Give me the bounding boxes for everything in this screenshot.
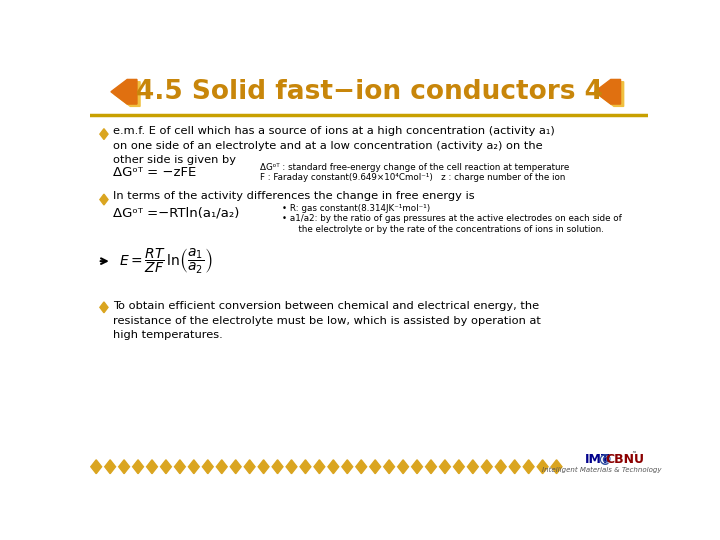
Text: CBNU: CBNU: [606, 453, 644, 465]
Polygon shape: [104, 460, 116, 474]
Polygon shape: [342, 460, 353, 474]
Polygon shape: [100, 194, 108, 205]
Text: the electrolyte or by the rate of the concentrations of ions in solution.: the electrolyte or by the rate of the co…: [282, 225, 604, 234]
Text: ΔGᵒᵀ = −zFE: ΔGᵒᵀ = −zFE: [113, 166, 197, 179]
Text: e.m.f. E of cell which has a source of ions at a high concentration (activity a₁: e.m.f. E of cell which has a source of i…: [113, 126, 555, 165]
Polygon shape: [161, 460, 171, 474]
Polygon shape: [328, 460, 339, 474]
Text: F : Faraday constant(9.649×10⁴Cmol⁻¹)   z : charge number of the ion: F : Faraday constant(9.649×10⁴Cmol⁻¹) z …: [261, 173, 566, 183]
Text: • a1/a2: by the ratio of gas pressures at the active electrodes on each side of: • a1/a2: by the ratio of gas pressures a…: [282, 214, 622, 224]
Polygon shape: [174, 460, 185, 474]
Polygon shape: [598, 82, 624, 106]
Polygon shape: [286, 460, 297, 474]
Polygon shape: [467, 460, 478, 474]
Text: Intelligent Materials & Technology: Intelligent Materials & Technology: [541, 467, 661, 473]
Polygon shape: [439, 460, 451, 474]
Text: ΔGᵒᵀ =−RTln(a₁/a₂): ΔGᵒᵀ =−RTln(a₁/a₂): [113, 207, 240, 220]
Polygon shape: [132, 460, 143, 474]
Text: ΔGᵒᵀ : standard free-energy change of the cell reaction at temperature: ΔGᵒᵀ : standard free-energy change of th…: [261, 163, 570, 172]
Polygon shape: [100, 302, 108, 313]
Text: IMT: IMT: [585, 453, 610, 465]
Polygon shape: [114, 82, 140, 106]
Polygon shape: [397, 460, 408, 474]
Polygon shape: [216, 460, 228, 474]
Polygon shape: [258, 460, 269, 474]
Polygon shape: [300, 460, 311, 474]
Text: 4.5 Solid fast−ion conductors 4: 4.5 Solid fast−ion conductors 4: [135, 79, 603, 105]
Polygon shape: [244, 460, 255, 474]
Text: To obtain efficient conversion between chemical and electrical energy, the
resis: To obtain efficient conversion between c…: [113, 301, 541, 340]
Text: @: @: [598, 453, 611, 465]
Polygon shape: [189, 460, 199, 474]
Polygon shape: [595, 79, 621, 104]
Polygon shape: [91, 460, 102, 474]
Polygon shape: [551, 460, 562, 474]
Polygon shape: [482, 460, 492, 474]
Polygon shape: [272, 460, 283, 474]
Text: $E = \dfrac{RT}{ZF}\,\ln\!\left(\dfrac{a_1}{a_2}\right)$: $E = \dfrac{RT}{ZF}\,\ln\!\left(\dfrac{a…: [120, 247, 213, 276]
Polygon shape: [537, 460, 548, 474]
Polygon shape: [111, 79, 137, 104]
Text: ˜: ˜: [631, 453, 636, 462]
Polygon shape: [119, 460, 130, 474]
Polygon shape: [202, 460, 213, 474]
Polygon shape: [314, 460, 325, 474]
Polygon shape: [356, 460, 366, 474]
Polygon shape: [412, 460, 423, 474]
Polygon shape: [384, 460, 395, 474]
Polygon shape: [100, 129, 108, 139]
Polygon shape: [230, 460, 241, 474]
Polygon shape: [523, 460, 534, 474]
Polygon shape: [495, 460, 506, 474]
Polygon shape: [147, 460, 158, 474]
Polygon shape: [509, 460, 520, 474]
Polygon shape: [454, 460, 464, 474]
Text: • R: gas constant(8.314JK⁻¹mol⁻¹): • R: gas constant(8.314JK⁻¹mol⁻¹): [282, 204, 431, 213]
Text: In terms of the activity differences the change in free energy is: In terms of the activity differences the…: [113, 191, 475, 201]
Polygon shape: [426, 460, 436, 474]
Polygon shape: [370, 460, 381, 474]
